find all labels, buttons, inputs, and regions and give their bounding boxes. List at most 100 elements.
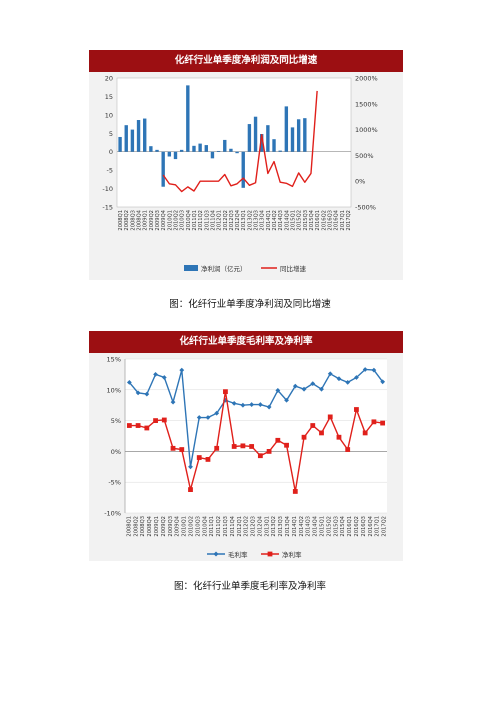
- x-tick-label: 2009Q3: [155, 210, 161, 231]
- net-margin-point: [301, 434, 307, 440]
- x-tick-label: 2013Q4: [285, 515, 291, 536]
- gross-margin-point: [257, 402, 263, 407]
- net-margin-point: [284, 442, 289, 448]
- net-margin-point: [371, 419, 377, 425]
- gross-margin-point: [301, 386, 307, 392]
- profit-bar: [272, 139, 276, 152]
- y-tick-label: 0%: [111, 448, 121, 456]
- net-margin-point: [214, 445, 220, 451]
- x-tick-label: 2015Q2: [326, 516, 332, 537]
- x-tick-label: 2014Q3: [278, 210, 284, 231]
- gross-margin-point: [336, 376, 342, 382]
- legend-bar-label: 净利润（亿元）: [201, 264, 247, 273]
- net-margin-point: [380, 420, 386, 426]
- x-tick-label: 2016Q4: [368, 515, 374, 536]
- y-tick-label: -5%: [108, 479, 121, 487]
- x-tick-label: 2009Q4: [161, 209, 167, 230]
- net-margin-point: [275, 437, 281, 443]
- profit-bar: [290, 127, 295, 152]
- margin-chart: 15% 10% 5% 0% -5% -10% 2008Q1 2008Q2 2008Q3 2008Q…: [104, 356, 387, 560]
- x-tick-label: 2010Q1: [182, 516, 188, 537]
- chart1-title: 化纤行业单季度净利润及同比增速: [89, 50, 403, 72]
- x-tick-label: 2014Q2: [299, 516, 305, 537]
- y-left-tick-label: 0: [109, 148, 113, 156]
- legend-net-marker: [267, 551, 273, 557]
- x-tick-label: 2009Q2: [149, 210, 155, 231]
- x-tick-label: 2009Q4: [175, 515, 181, 536]
- net-margin-point: [362, 430, 368, 436]
- profit-bar: [179, 149, 184, 152]
- net-margin-point: [292, 489, 298, 494]
- net-margin-point: [153, 418, 158, 423]
- x-tick-label: 2015Q4: [309, 209, 315, 230]
- x-tick-label: 2013Q1: [264, 516, 270, 537]
- plot-area: [116, 77, 352, 208]
- profit-bar: [296, 119, 301, 152]
- profit-bar: [266, 125, 270, 152]
- net-margin-point: [231, 444, 237, 449]
- gross-margin-point: [345, 380, 351, 385]
- x-tick-label: 2013Q4: [260, 209, 266, 230]
- profit-bar: [136, 120, 141, 152]
- net-margin-point: [257, 453, 263, 459]
- net-margin-point: [179, 447, 185, 452]
- y-left-tick-label: -15: [102, 204, 113, 212]
- x-tick-label: 2015Q1: [291, 210, 297, 231]
- x-tick-label: 2010Q3: [195, 516, 201, 537]
- x-tick-label: 2011Q2: [216, 516, 222, 537]
- profit-bar: [118, 136, 122, 152]
- x-tick-label: 2014Q3: [306, 516, 312, 537]
- y-right-tick-label: -500%: [355, 204, 376, 212]
- chart1-caption: 图：化纤行业单季度净利润及同比增速: [169, 299, 331, 310]
- x-tick-label: 2015Q2: [297, 210, 303, 231]
- gross-margin-point: [196, 415, 202, 420]
- net-margin-point: [205, 457, 211, 462]
- net-margin-point: [170, 445, 176, 451]
- y-left-tick-label: 15: [105, 93, 113, 101]
- gross-margin-point: [188, 464, 193, 470]
- x-tick-label: 2014Q1: [292, 516, 298, 537]
- x-tick-label: 2009Q1: [143, 210, 149, 231]
- net-margin-point: [196, 455, 202, 460]
- profit-bar: [149, 146, 153, 152]
- x-tick-label: 2016Q2: [321, 210, 327, 231]
- x-tick-label: 2017Q1: [340, 210, 346, 231]
- y-tick-label: 5%: [111, 417, 121, 425]
- y-left-tick-label: 5: [109, 130, 113, 138]
- x-tick-label: 2013Q1: [241, 210, 247, 231]
- x-tick-label: 2013Q3: [278, 516, 284, 537]
- x-tick-label: 2011Q3: [204, 210, 210, 231]
- profit-bar: [223, 139, 227, 152]
- gross-margin-point: [153, 372, 158, 377]
- x-tick-label: 2016Q2: [354, 516, 360, 537]
- profit-bar: [167, 151, 172, 157]
- y-left-tick-label: -10: [102, 185, 113, 193]
- y-right-tick-label: 2000%: [355, 75, 378, 83]
- x-tick-label: 2012Q2: [244, 516, 250, 537]
- gross-margin-point: [240, 402, 246, 408]
- profit-bar: [124, 125, 128, 152]
- net-margin-point: [135, 423, 141, 428]
- profit-bar: [198, 143, 202, 152]
- net-margin-point: [327, 414, 333, 420]
- x-tick-label: 2008Q1: [126, 516, 132, 537]
- gross-margin-point: [205, 415, 211, 420]
- x-tick-label: 2014Q4: [284, 209, 290, 230]
- x-tick-label: 2016Q3: [327, 210, 333, 231]
- profit-bar: [204, 145, 208, 152]
- legend-gross-label: 毛利率: [228, 550, 248, 559]
- net-margin-point: [345, 447, 351, 452]
- x-tick-label: 2017Q1: [375, 516, 381, 537]
- net-margin-point: [266, 449, 272, 454]
- profit-bar: [210, 151, 215, 159]
- profit-bar: [241, 151, 245, 188]
- x-tick-label: 2011Q2: [198, 210, 204, 231]
- gross-margin-point: [161, 375, 167, 380]
- gross-margin-point: [275, 388, 281, 393]
- gross-margin-point: [231, 400, 237, 406]
- x-tick-label: 2012Q3: [229, 210, 235, 231]
- net-margin-point: [144, 425, 150, 431]
- profit-bar: [186, 85, 190, 152]
- x-tick-label: 2010Q2: [174, 210, 180, 231]
- x-tick-label: 2016Q4: [334, 209, 340, 230]
